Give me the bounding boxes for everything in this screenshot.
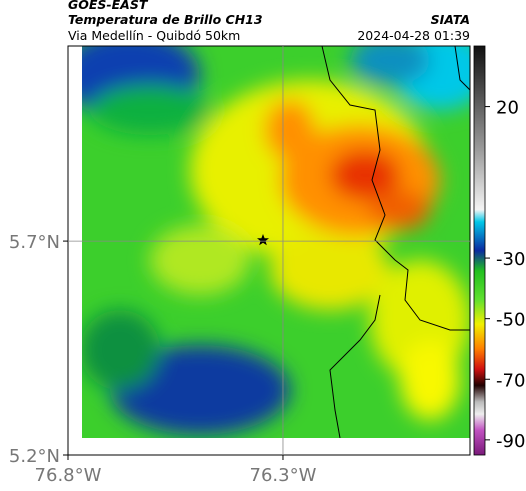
y-tick-label: 5.2°N	[9, 446, 60, 467]
timestamp: 2024-04-28 01:39	[357, 28, 470, 43]
colorbar-tick-label: -70	[496, 370, 525, 391]
colorbar-tick-label: -90	[496, 431, 525, 452]
title: Temperatura de Brillo CH13	[68, 12, 263, 27]
agency: SIATA	[431, 12, 470, 27]
map-frame	[67, 45, 471, 456]
colorbar-tick-label: -30	[496, 249, 525, 270]
subtitle: Via Medellín - Quibdó 50km	[68, 28, 240, 43]
colorbar-tick-label: 20	[496, 98, 519, 119]
colorbar-tick-label: -50	[496, 310, 525, 331]
colorbar	[473, 45, 486, 456]
x-tick-label: 76.3°W	[250, 465, 317, 486]
satellite-image	[82, 46, 470, 438]
source: GOES-EAST	[68, 0, 149, 12]
location-marker	[257, 234, 269, 246]
x-tick-label: 76.8°W	[35, 465, 102, 486]
y-tick-label: 5.7°N	[9, 232, 60, 253]
